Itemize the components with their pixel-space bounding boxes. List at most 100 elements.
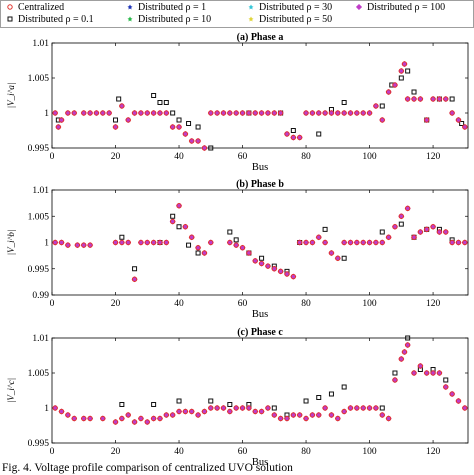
x-tick-label: 20 [111, 152, 121, 162]
point-distributed-rho-0.1 [195, 250, 201, 256]
point-centralized [424, 370, 430, 376]
point-centralized [449, 391, 455, 397]
point-distributed-rho-0.1 [176, 117, 182, 123]
plot-area [51, 337, 469, 444]
point-centralized [150, 415, 157, 422]
legend-marker [127, 4, 133, 10]
point-centralized [443, 229, 449, 235]
point-centralized [303, 239, 309, 246]
x-tick-label: 40 [174, 447, 184, 457]
point-centralized [347, 239, 354, 246]
point-centralized [385, 415, 392, 422]
y-tick-label: 1.01 [32, 334, 49, 344]
point-centralized [74, 242, 81, 248]
point-centralized [296, 412, 303, 418]
point-centralized [189, 138, 195, 144]
point-centralized [373, 405, 379, 411]
point-centralized [65, 242, 71, 248]
legend-label: Distributed ρ = 30 [259, 2, 332, 13]
chart-panel: (c) Phase c 0 20 40 60 80 100 120 0.995 1 1.005 1.0… [6, 327, 469, 468]
y-axis-label: |V_i^b| [6, 230, 16, 256]
point-centralized [65, 110, 71, 116]
x-tick-label: 120 [426, 299, 441, 309]
point-distributed-rho-0.1 [459, 121, 465, 126]
point-centralized [398, 213, 405, 219]
y-tick-label: 1.01 [32, 39, 49, 49]
point-centralized [246, 250, 252, 256]
point-centralized [144, 419, 150, 425]
point-centralized [52, 239, 58, 246]
point-centralized [144, 110, 150, 116]
legend-label: Distributed ρ = 50 [259, 14, 332, 25]
point-centralized [277, 268, 284, 275]
point-centralized [195, 245, 201, 251]
y-tick-label: 1 [44, 239, 49, 249]
data-points [52, 202, 468, 283]
point-centralized [125, 239, 131, 246]
point-centralized [233, 405, 239, 411]
legend-box [0, 0, 474, 28]
point-centralized [157, 415, 163, 422]
x-tick-label: 0 [50, 152, 55, 162]
point-centralized [360, 239, 366, 246]
legend-label: Centralized [18, 2, 64, 13]
point-distributed-rho-0.1 [379, 103, 385, 109]
point-centralized [265, 110, 271, 116]
point-centralized [87, 110, 93, 116]
x-tick-label: 60 [238, 299, 248, 309]
point-centralized [258, 110, 265, 116]
point-distributed-rho-0.1 [132, 266, 138, 272]
point-centralized [455, 117, 462, 123]
y-tick-label: 0.995 [28, 265, 50, 275]
point-centralized [87, 242, 93, 248]
x-tick-label: 60 [238, 152, 248, 162]
y-tick-label: 1 [44, 109, 49, 119]
point-centralized [436, 96, 443, 102]
point-centralized [227, 408, 233, 415]
point-centralized [233, 110, 239, 116]
point-centralized [347, 405, 354, 411]
point-centralized [303, 110, 309, 116]
point-centralized [239, 110, 246, 116]
point-distributed-rho-0.1 [186, 242, 192, 248]
point-centralized [360, 405, 366, 411]
point-centralized [436, 370, 443, 376]
point-distributed-rho-0.1 [398, 221, 404, 227]
point-centralized [208, 110, 214, 116]
point-centralized [462, 124, 468, 130]
point-centralized [328, 412, 335, 418]
legend-item: Distributed ρ = 0.1 [7, 14, 94, 25]
x-tick-label: 20 [111, 447, 121, 457]
point-centralized [284, 415, 290, 422]
point-distributed-rho-0.1 [186, 121, 192, 126]
point-distributed-rho-0.1 [405, 68, 411, 74]
x-tick-label: 80 [301, 152, 311, 162]
point-centralized [195, 412, 201, 418]
point-centralized [58, 408, 65, 415]
point-centralized [347, 110, 354, 116]
legend-item: Distributed ρ = 30 [248, 2, 332, 13]
point-centralized [309, 110, 316, 116]
point-centralized [379, 412, 385, 418]
x-tick-label: 100 [362, 152, 377, 162]
point-centralized [462, 405, 468, 411]
legend-marker [248, 16, 254, 22]
point-centralized [462, 239, 468, 246]
legend-label: Distributed ρ = 10 [138, 14, 211, 25]
x-tick-label: 120 [426, 152, 441, 162]
point-centralized [131, 276, 138, 282]
point-distributed-rho-0.1 [176, 224, 182, 230]
point-centralized [449, 239, 455, 246]
point-distributed-rho-0.1 [163, 100, 169, 105]
point-distributed-rho-0.1 [392, 370, 398, 376]
point-centralized [214, 405, 220, 411]
point-centralized [277, 110, 284, 116]
data-points [52, 335, 468, 426]
point-centralized [443, 384, 449, 390]
point-centralized [125, 412, 131, 418]
point-distributed-rho-0.1 [195, 124, 201, 130]
legend-item: Centralized [7, 2, 64, 13]
legend-marker [7, 16, 13, 22]
point-distributed-rho-0.1 [271, 405, 277, 411]
